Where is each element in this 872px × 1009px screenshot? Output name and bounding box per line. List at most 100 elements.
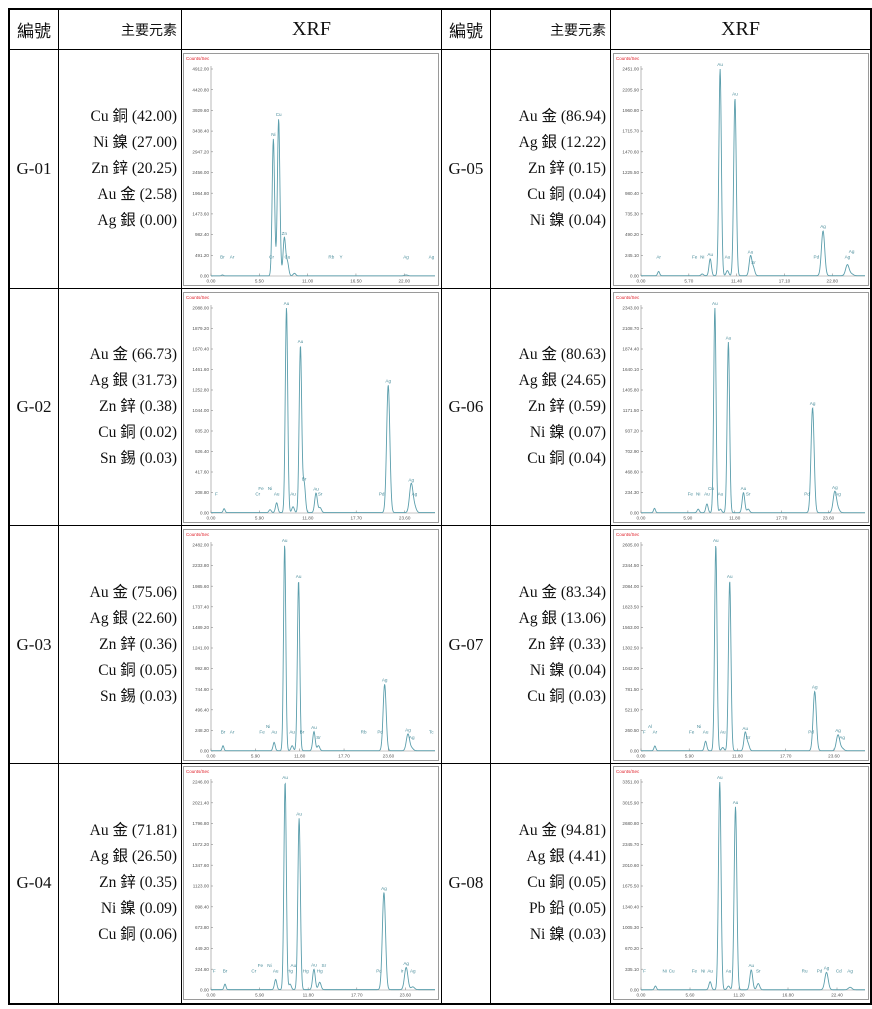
elements-cell: Au 金 (83.34) Ag 銀 (13.06) Zn 鋅 (0.33) Ni 鎳 … (489, 525, 612, 764)
sample-id: G-04 (8, 763, 60, 1004)
peak-label: Cr (256, 491, 261, 496)
xrf-cell: Counts/Sec 0.00 248.20 496.40 744.60 992.80 12… (181, 525, 442, 764)
peak-label: Ar (652, 729, 657, 734)
x-tick-label: 0.00 (207, 278, 216, 283)
peak-label: Au (732, 800, 738, 805)
peak-label: Sr (318, 491, 323, 496)
y-tick-label: 2088.00 (193, 305, 210, 310)
spectrum-line (211, 782, 436, 991)
xrf-cell: Counts/Sec 0.00 335.10 670.20 1005.30 1340.40… (610, 763, 872, 1004)
y-tick-label: 781.50 (624, 686, 638, 691)
y-tick-label: 1489.20 (193, 625, 210, 630)
peak-label: Ni (268, 486, 272, 491)
y-tick-label: 2233.80 (193, 563, 210, 568)
y-tick-label: 248.20 (195, 728, 209, 733)
y-tick-label: 521.00 (624, 707, 638, 712)
y-tick-label: 335.10 (624, 967, 638, 972)
chart-frame (612, 766, 869, 1001)
element-item: Pb 鉛 (0.05) (528, 900, 607, 918)
x-tick-label: 17.10 (778, 278, 790, 283)
element-item: Ag 銀 (13.06) (518, 609, 607, 627)
y-tick-label: 1640.10 (622, 367, 639, 372)
header-xrf-2: XRF (610, 8, 872, 50)
x-tick-label: 23.60 (383, 753, 395, 758)
x-tick-label: 11.80 (303, 515, 315, 520)
elements-cell: Au 金 (80.63) Ag 銀 (24.65) Zn 鋅 (0.59) Ni 鎳 … (489, 288, 612, 526)
y-tick-label: 1670.40 (193, 346, 210, 351)
peak-label: Au (717, 491, 723, 496)
y-tick-label: 1879.20 (193, 326, 210, 331)
peak-label: Au (273, 969, 279, 974)
x-tick-label: 23.60 (822, 515, 834, 520)
elements-cell: Au 金 (94.81) Ag 銀 (4.41) Cu 銅 (0.05) Pb 鉛 (… (489, 763, 612, 1004)
x-tick-label: 0.00 (636, 278, 645, 283)
element-item: Ag 銀 (26.50) (89, 848, 178, 866)
peak-label: Au (716, 775, 722, 780)
element-item: Ni 鎳 (0.04) (529, 212, 607, 229)
peak-label: Fe (258, 963, 264, 968)
sample-id: G-07 (440, 525, 491, 764)
peak-label: Fe (691, 969, 697, 974)
y-tick-label: 3015.90 (622, 801, 639, 806)
peak-label: Hg (288, 969, 294, 974)
peak-label: Au (282, 538, 288, 543)
y-axis-label: Counts/Sec (186, 532, 210, 537)
peak-label: Cu (668, 969, 674, 974)
xrf-spectrum-chart: Counts/Sec 0.00 260.50 521.00 781.50 1042.00 1… (612, 528, 869, 761)
spectrum-line (640, 545, 865, 751)
peak-label: Zn (282, 231, 288, 236)
y-tick-label: 260.50 (624, 728, 638, 733)
chart-frame (183, 52, 440, 286)
peak-label: Au (291, 963, 297, 968)
y-tick-label: 2246.00 (193, 780, 210, 785)
peak-label: Fe (692, 254, 698, 259)
peak-label: Fe (689, 729, 695, 734)
peak-label: Au (283, 775, 289, 780)
peak-label: Rb (361, 729, 367, 734)
spectrum-line (640, 307, 865, 513)
spectrum-line (640, 68, 865, 276)
y-tick-label: 2680.80 (622, 821, 639, 826)
y-tick-label: 835.20 (195, 428, 209, 433)
spectrum-line (211, 307, 436, 513)
peak-label: Ag (410, 969, 416, 974)
sample-id: G-05 (440, 49, 491, 289)
y-tick-label: 0.00 (201, 988, 210, 993)
element-item: Zn 鋅 (0.35) (99, 874, 178, 892)
element-item: Sn 錫 (0.03) (99, 450, 178, 467)
peak-label: Cu (707, 486, 713, 491)
peak-label: Ag (406, 727, 412, 732)
peak-label: Pd (813, 254, 819, 259)
y-tick-label: 491.20 (195, 252, 209, 257)
y-tick-label: 0.00 (630, 273, 639, 278)
element-item: Ag 銀 (24.65) (518, 372, 607, 389)
y-axis-label: Counts/Sec (616, 532, 640, 537)
y-tick-label: 735.30 (624, 211, 638, 216)
sample-id: G-01 (8, 49, 60, 289)
x-tick-label: 0.00 (636, 515, 645, 520)
xrf-spectrum-chart: Counts/Sec 0.00 245.10 490.20 735.30 980.40 12… (612, 52, 869, 286)
peak-label: Au (742, 725, 748, 730)
element-list: Cu 銅 (42.00) Ni 鎳 (27.00) Zn 鋅 (20.25) Au 金… (59, 104, 181, 234)
x-tick-label: 11.80 (729, 515, 741, 520)
sample-id: G-08 (440, 763, 491, 1004)
y-tick-label: 1302.50 (622, 645, 639, 650)
y-axis-label: Counts/Sec (186, 56, 210, 61)
x-tick-label: 17.70 (779, 753, 791, 758)
spectrum-line (640, 782, 865, 991)
y-tick-label: 1225.50 (622, 170, 639, 175)
peak-label: Ag (404, 254, 410, 259)
peak-label: Sr (317, 735, 322, 740)
peak-label: F (643, 969, 646, 974)
element-item: Zn 鋅 (0.38) (99, 398, 178, 415)
peak-label: Fe (259, 486, 265, 491)
peak-label: Hg (303, 969, 309, 974)
element-item: Cu 銅 (0.04) (527, 186, 607, 203)
chart-frame (612, 52, 869, 286)
xrf-spectrum-chart: Counts/Sec 0.00 234.30 468.60 702.90 937.20 11… (612, 291, 869, 523)
y-tick-label: 1347.60 (193, 863, 210, 868)
peak-label: Ag (847, 969, 853, 974)
y-tick-label: 3929.60 (193, 108, 210, 113)
element-item: Au 金 (75.06) (89, 583, 178, 601)
xrf-results-table: 編號 主要元素 XRF 編號 主要元素 XRF G-01 Cu 銅 (42.00)… (8, 8, 872, 1005)
